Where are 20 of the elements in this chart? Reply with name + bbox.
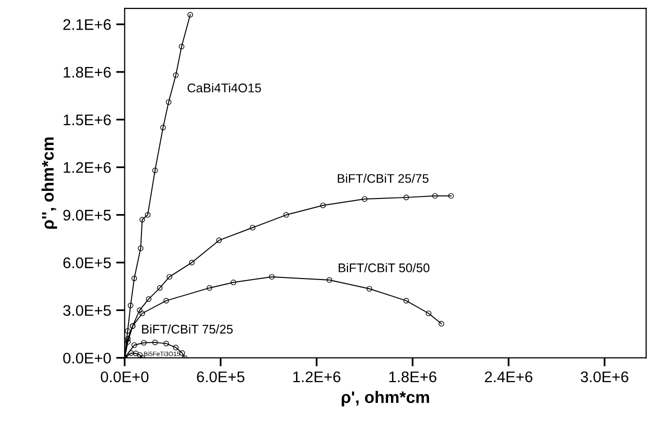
y-tick-label: 6.0E+5 (63, 257, 111, 268)
x-tick-label: 6.0E+5 (196, 371, 244, 382)
x-tick-label: 1.8E+6 (389, 371, 436, 382)
x-tick-label: 1.2E+6 (293, 371, 340, 382)
y-tick-label: 2.1E+6 (63, 19, 111, 30)
series-label: BiFT/CBiT 50/50 (338, 263, 430, 272)
series-label: CaBi4Ti4O15 (188, 83, 261, 92)
y-tick-label: 1.2E+6 (64, 162, 111, 173)
y-tick-label: 9.0E+5 (63, 210, 111, 221)
y-axis-title: ρ'', ohm*cm (42, 138, 58, 229)
series-label: BiFT/CBiT 75/25 (142, 324, 233, 334)
x-tick-label: 2.4E+6 (484, 371, 532, 382)
x-tick-label: 0.0E+0 (100, 371, 148, 382)
y-tick-label: 0.0E+0 (63, 352, 111, 364)
x-tick-label: 3.0E+6 (580, 371, 628, 382)
y-tick-label: 1.5E+6 (64, 114, 111, 126)
x-axis-title: ρ', ohm*cm (342, 390, 430, 406)
y-tick-label: 3.0E+5 (63, 305, 111, 316)
y-tick-label: 1.8E+6 (64, 66, 111, 78)
series-label: BiFT/CBiT 25/75 (338, 174, 428, 183)
